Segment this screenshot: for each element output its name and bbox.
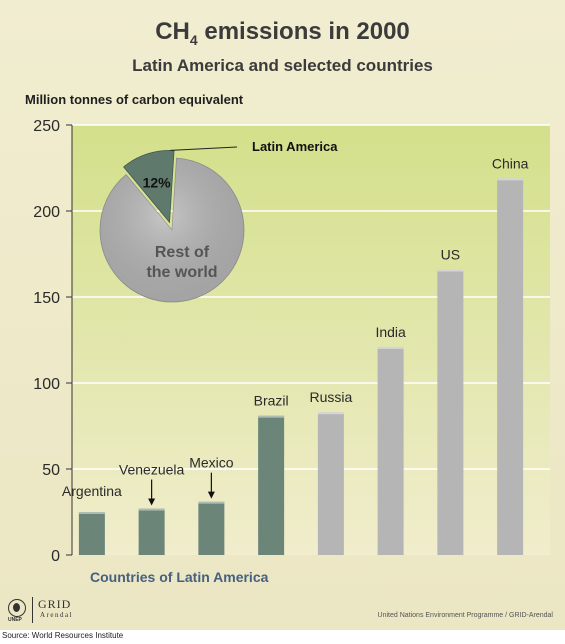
bar-highlight-us — [437, 269, 464, 272]
bar-india — [377, 346, 404, 555]
bar-highlight-mexico — [198, 501, 225, 504]
pie-shading — [100, 158, 244, 303]
credit-text: United Nations Environment Programme / G… — [377, 612, 553, 619]
bar-russia — [317, 412, 344, 555]
bar-label-argentina: Argentina — [62, 483, 122, 499]
bar-highlight-venezuela — [138, 508, 165, 511]
y-tick-label: 250 — [33, 118, 60, 135]
chart-subtitle: Latin America and selected countries — [132, 56, 433, 75]
bar-label-us: US — [441, 246, 460, 262]
y-tick-label: 150 — [33, 290, 60, 307]
arrowhead-venezuela — [148, 498, 156, 506]
bar-highlight-argentina — [78, 512, 105, 514]
source-text: Source: World Resources Institute — [2, 631, 124, 640]
bar-label-china: China — [492, 155, 529, 171]
bar-label-brazil: Brazil — [254, 393, 289, 409]
bar-us — [437, 269, 464, 555]
bar-highlight-russia — [317, 412, 344, 415]
bar-label-india: India — [375, 324, 406, 340]
globe-icon — [8, 599, 26, 617]
y-tick-label: 100 — [33, 376, 60, 393]
bar-brazil — [258, 415, 285, 555]
pie-latin-america-label: Latin America — [252, 139, 338, 154]
bar-highlight-china — [497, 178, 524, 181]
pie-rest-label-line: the world — [146, 264, 217, 281]
bar-label-venezuela: Venezuela — [119, 462, 185, 478]
pie-leader-line — [170, 146, 238, 151]
y-tick-label: 200 — [33, 204, 60, 221]
y-tick-label: 50 — [42, 462, 60, 479]
bar-highlight-brazil — [258, 415, 285, 418]
bar-venezuela — [138, 508, 165, 555]
x-group-label: Countries of Latin America — [90, 569, 269, 585]
unep-grid-logo: UNEP GRID Arendal — [8, 597, 74, 623]
bar-highlight-india — [377, 346, 404, 349]
y-tick-label: 0 — [51, 548, 60, 565]
y-axis-label: Million tonnes of carbon equivalent — [25, 92, 244, 107]
bar-label-mexico: Mexico — [189, 455, 234, 471]
pie-rest-label-line: Rest of — [155, 244, 210, 261]
bar-china — [497, 178, 524, 555]
arrowhead-mexico — [207, 491, 215, 499]
bar-mexico — [198, 501, 225, 555]
bar-argentina — [78, 512, 105, 555]
pie-percent-label: 12% — [143, 175, 172, 191]
bar-label-russia: Russia — [309, 389, 352, 405]
chart-title: CH4 emissions in 2000 — [155, 18, 410, 48]
